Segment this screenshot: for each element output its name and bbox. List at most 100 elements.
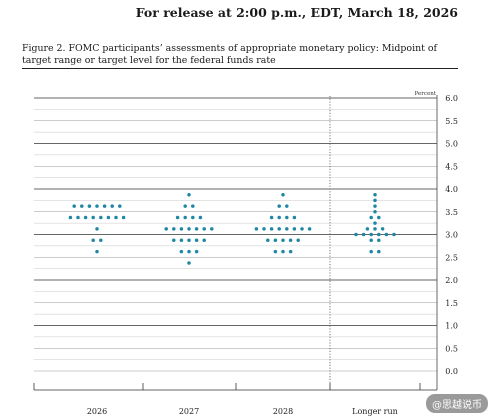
y-tick-label: 1.0 [445,322,458,331]
participant-dot [106,215,111,220]
x-category-labels: 2026 2027 2028 Longer run [87,407,398,416]
participant-dot [369,215,373,220]
x-category-label: Longer run [352,407,398,416]
y-tick-label: 2.0 [445,276,458,285]
participant-dot [361,232,366,237]
participant-dot [121,215,126,220]
participant-dot [194,227,199,231]
participant-dot [281,249,285,254]
y-tick-label: 1.5 [445,299,458,308]
participant-dots [68,192,396,265]
participant-dot [354,232,358,237]
participant-dot [288,238,293,242]
participant-dot [191,215,195,220]
participant-dot [183,204,187,208]
participant-dot [292,227,297,231]
release-date-line: For release at 2:00 p.m., EDT, March 18,… [135,5,458,20]
participant-dot [187,227,191,231]
participant-dot [187,261,191,265]
participant-dot [72,204,76,208]
y-tick-label: 4.0 [445,185,458,194]
watermark: @思越说币 [426,394,488,413]
participant-dot [266,238,270,242]
y-tick-label: 6.0 [445,94,458,103]
y-tick-label: 3.5 [445,208,458,217]
participant-dot [198,215,203,220]
participant-dot [99,215,103,220]
participant-dot [288,249,293,254]
participant-dot [277,227,281,231]
figure-caption: Figure 2. FOMC participants’ assessments… [22,43,437,66]
participant-dot [80,204,84,208]
participant-dot [373,227,377,231]
participant-dot [377,238,381,242]
participant-dot [380,227,385,231]
participant-dot [194,249,199,254]
participant-dot [373,198,377,203]
participant-dot [68,215,73,220]
participant-dot [377,249,381,254]
participant-dot [377,215,381,220]
participant-dot [187,249,191,254]
x-category-label: 2027 [179,407,199,416]
grid-lines [34,97,437,372]
y-tick-label: 4.5 [445,162,458,171]
participant-dot [91,238,95,242]
participant-dot [114,215,118,220]
participant-dot [292,215,297,220]
participant-dot [254,227,259,231]
participant-dot [191,204,195,208]
participant-dot [384,232,389,237]
participant-dot [83,215,88,220]
participant-dot [262,227,266,231]
participant-dot [118,204,122,208]
y-axis-unit-label: Percent [415,91,437,97]
participant-dot [307,227,312,231]
participant-dot [377,232,381,237]
participant-dot [175,215,180,220]
y-tick-label: 0.0 [445,367,458,376]
y-tick-labels: 0.0 0.5 1.0 1.5 2.0 2.5 3.0 3.5 4.0 4.5 5.0 5.5 6.0 [445,94,458,376]
participant-dot [194,238,199,242]
participant-dot [277,215,281,220]
participant-dot [202,238,206,242]
participant-dot [95,249,99,254]
participant-dot [373,210,377,214]
participant-dot [95,227,99,231]
participant-dot [369,249,373,254]
x-category-label: 2028 [273,407,293,416]
participant-dot [110,204,114,208]
participant-dot [373,204,377,208]
y-tick-label: 3.0 [445,231,458,240]
y-tick-label: 5.5 [445,117,458,126]
y-tick-label: 5.0 [445,140,458,149]
participant-dot [269,215,274,220]
participant-dot [369,232,373,237]
participant-dot [187,238,191,242]
participant-dot [87,204,92,208]
participant-dot [296,238,300,242]
participant-dot [179,238,184,242]
participant-dot [269,227,274,231]
y-tick-label: 2.5 [445,253,458,262]
participant-dot [373,221,377,225]
participant-dot [392,232,396,237]
participant-dot [369,238,373,242]
y-tick-label: 0.5 [445,344,458,353]
participant-dot [277,204,281,208]
participant-dot [210,227,214,231]
participant-dot [273,238,278,242]
participant-dot [202,227,206,231]
participant-dot [300,227,304,231]
participant-dot [183,215,187,220]
x-category-label: 2026 [87,407,107,416]
participant-dot [179,227,184,231]
axes [33,95,438,391]
participant-dot [99,238,103,242]
participant-dot [76,215,80,220]
participant-dot [179,249,184,254]
participant-dot [281,238,285,242]
participant-dot [285,215,289,220]
participant-dot [285,227,289,231]
